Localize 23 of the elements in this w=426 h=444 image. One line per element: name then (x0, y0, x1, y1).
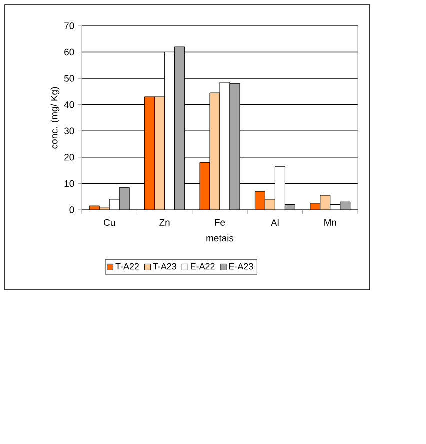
legend-label: T-A23 (153, 263, 176, 270)
y-tick-label: 10 (64, 180, 74, 188)
bar (174, 46, 186, 210)
y-tick-label: 70 (64, 22, 74, 30)
y-tick-label: 40 (64, 102, 74, 108)
bar (230, 84, 240, 210)
y-axis-title: conc. (mg/ Kg) (50, 87, 60, 149)
y-tick-label: 50 (64, 75, 74, 82)
x-tick-label: Al (271, 219, 279, 226)
legend-label: E-A22 (191, 263, 215, 270)
legend-label: E-A23 (229, 263, 254, 270)
x-tick-label: Cu (104, 219, 116, 226)
x-tick-label: Mn (324, 219, 336, 226)
x-tick-label: Fe (215, 219, 226, 226)
legend-label: T-A22 (116, 263, 140, 270)
x-tick-label: Zn (160, 219, 170, 226)
y-tick-label: 60 (64, 48, 74, 56)
y-tick-label: 0 (70, 206, 74, 214)
x-axis-title: metais (206, 234, 234, 242)
y-tick-label: 30 (64, 128, 74, 134)
y-tick-label: 20 (64, 154, 74, 161)
bar (119, 187, 130, 210)
bar (154, 96, 166, 210)
